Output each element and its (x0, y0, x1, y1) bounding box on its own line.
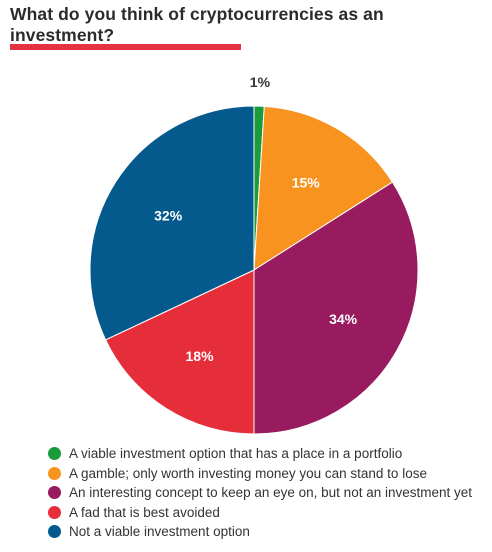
legend-label: An interesting concept to keep an eye on… (69, 485, 473, 501)
legend-item: A gamble; only worth investing money you… (48, 464, 472, 484)
slice-value-label: 1% (250, 74, 271, 90)
legend-swatch (48, 447, 61, 461)
legend-swatch (48, 505, 61, 519)
legend-item: A viable investment option that has a pl… (48, 444, 472, 464)
pie-slice (104, 269, 255, 435)
pie-chart: 1% 15% 34% 18% 32% (89, 74, 419, 435)
chart-title: What do you think of cryptocurrencies as… (10, 4, 384, 45)
chart-legend: A viable investment option that has a pl… (48, 444, 472, 542)
pie-slice (253, 181, 419, 435)
legend-item: An interesting concept to keep an eye on… (48, 483, 472, 503)
legend-label: A viable investment option that has a pl… (69, 446, 403, 462)
legend-swatch (48, 486, 61, 500)
legend-label: Not a viable investment option (69, 524, 250, 540)
legend-swatch (48, 466, 61, 480)
legend-item: A fad that is best avoided (48, 503, 472, 523)
legend-label: A fad that is best avoided (69, 504, 220, 520)
legend-label: A gamble; only worth investing money you… (69, 465, 427, 481)
pie-slice (89, 105, 255, 341)
legend-swatch (48, 525, 61, 539)
title-accent-bar (10, 44, 241, 50)
slice-value-label: 32% (154, 208, 183, 224)
legend-item: Not a viable investment option (48, 522, 472, 542)
slice-value-label: 18% (186, 348, 215, 364)
slice-value-label: 34% (329, 311, 358, 327)
slice-value-label: 15% (292, 174, 321, 190)
pie-slice (253, 105, 394, 271)
